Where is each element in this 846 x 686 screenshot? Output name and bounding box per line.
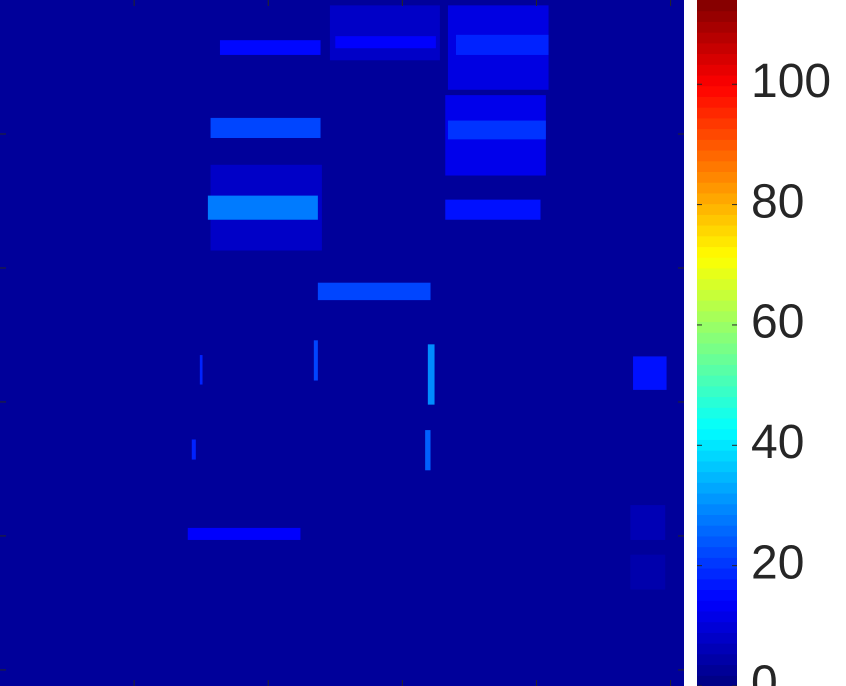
colorbar-segment (697, 503, 737, 515)
colorbar-segment (697, 267, 737, 280)
colorbar-segment (697, 300, 737, 312)
colorbar-segment (697, 439, 737, 451)
heat-cell (191, 439, 196, 460)
heat-cell (633, 356, 667, 390)
colorbar-segment (697, 289, 737, 301)
colorbar-segment (697, 632, 737, 644)
colorbar-segment (697, 214, 737, 226)
heat-cell (187, 527, 301, 540)
colorbar-segment (697, 42, 737, 55)
colorbar-segment (697, 557, 737, 569)
colorbar-segment (697, 610, 737, 623)
heat-cell (219, 40, 321, 55)
heat-cell (447, 120, 546, 140)
colorbar-tick-label: 60 (751, 296, 804, 349)
heat-cell (630, 554, 666, 590)
colorbar-segment (697, 246, 737, 258)
colorbar-segment (697, 321, 737, 333)
colorbar-segment (697, 600, 737, 612)
colorbar-segment (697, 568, 737, 580)
colorbar-segment (697, 96, 737, 108)
heat-cell (445, 199, 541, 220)
colorbar-segment (697, 364, 737, 376)
colorbar-tick-label: 40 (751, 416, 804, 469)
colorbar-segment (697, 85, 737, 97)
colorbar-segment (697, 396, 737, 408)
colorbar-segment (697, 385, 737, 398)
colorbar-segment (697, 53, 737, 65)
colorbar-segment (697, 460, 737, 473)
colorbar-segment (697, 10, 737, 22)
heat-cell (425, 430, 431, 471)
colorbar-segment (697, 225, 737, 237)
heat-cell (0, 0, 684, 686)
colorbar-segment (697, 32, 737, 44)
heat-cell (456, 34, 549, 55)
colorbar-segment (697, 160, 737, 172)
colorbar-segment (697, 493, 737, 505)
heat-cell (199, 355, 203, 385)
heat-cell (335, 36, 436, 49)
heat-cell (210, 117, 321, 139)
heat-cell (630, 505, 666, 540)
colorbar-segment (697, 418, 737, 430)
colorbar-segment (697, 278, 737, 290)
colorbar-segment (697, 407, 737, 419)
colorbar-segment (697, 450, 737, 462)
colorbar-segment (697, 621, 737, 633)
colorbar-segment (697, 128, 737, 140)
heat-cell (329, 5, 440, 61)
colorbar-segment (697, 310, 737, 323)
colorbar-segment (697, 643, 737, 655)
colorbar-segment (697, 117, 737, 130)
colorbar-segment (697, 471, 737, 483)
colorbar-segment (697, 107, 737, 119)
colorbar-segment (697, 546, 737, 558)
heat-cell (427, 344, 435, 405)
colorbar-segment (697, 675, 737, 686)
colorbar-segment (697, 150, 737, 162)
colorbar-segment (697, 235, 737, 248)
colorbar-segment (697, 139, 737, 151)
colorbar-segment (697, 664, 737, 676)
colorbar-segment (697, 171, 737, 183)
colorbar-segment (697, 578, 737, 591)
colorbar-segment (697, 589, 737, 601)
colorbar-segment (697, 375, 737, 387)
colorbar-segment (697, 353, 737, 365)
heat-cell (313, 340, 318, 381)
colorbar-segment (697, 653, 737, 666)
colorbar-segment (697, 64, 737, 76)
colorbar-tick-label: 20 (751, 536, 804, 589)
colorbar-segment (697, 525, 737, 537)
colorbar-segment (697, 535, 737, 548)
colorbar-segment (697, 0, 737, 12)
colorbar-segment (697, 332, 737, 344)
heat-cell (207, 195, 318, 220)
colorbar-segment (697, 192, 737, 205)
colorbar-segment (697, 75, 737, 87)
heat-cell (317, 282, 431, 301)
colorbar-tick-label: 80 (751, 175, 804, 228)
colorbar-segment (697, 343, 737, 355)
colorbar-segment (697, 428, 737, 440)
colorbar-segment (697, 257, 737, 269)
colorbar-segment (697, 203, 737, 215)
colorbar-segment (697, 182, 737, 194)
colorbar-tick-label: 100 (751, 55, 831, 108)
colorbar-segment (697, 482, 737, 494)
colorbar-tick-label: 0 (751, 657, 778, 686)
colorbar-segment (697, 514, 737, 526)
colorbar-segment (697, 21, 737, 33)
